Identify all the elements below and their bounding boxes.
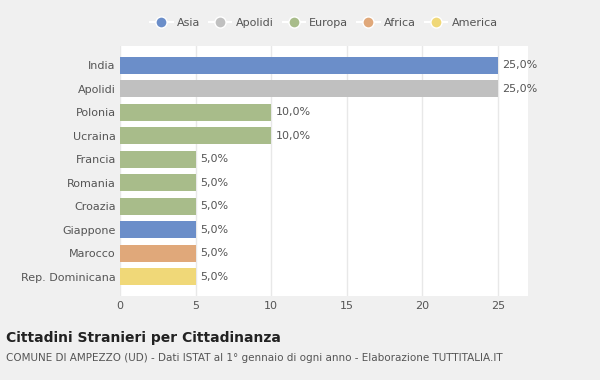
Bar — [120, 221, 196, 238]
Text: 25,0%: 25,0% — [502, 60, 538, 70]
Bar — [120, 104, 271, 121]
Bar — [120, 174, 196, 191]
Bar — [120, 81, 498, 97]
Bar — [120, 151, 196, 168]
Text: 5,0%: 5,0% — [200, 154, 228, 164]
Text: 5,0%: 5,0% — [200, 248, 228, 258]
Text: 25,0%: 25,0% — [502, 84, 538, 94]
Text: 10,0%: 10,0% — [275, 131, 311, 141]
Bar — [120, 245, 196, 261]
Text: COMUNE DI AMPEZZO (UD) - Dati ISTAT al 1° gennaio di ogni anno - Elaborazione TU: COMUNE DI AMPEZZO (UD) - Dati ISTAT al 1… — [6, 353, 503, 363]
Legend: Asia, Apolidi, Europa, Africa, America: Asia, Apolidi, Europa, Africa, America — [146, 14, 502, 32]
Text: Cittadini Stranieri per Cittadinanza: Cittadini Stranieri per Cittadinanza — [6, 331, 281, 345]
Bar — [120, 198, 196, 215]
Bar — [120, 57, 498, 74]
Text: 5,0%: 5,0% — [200, 225, 228, 234]
Bar — [120, 127, 271, 144]
Text: 5,0%: 5,0% — [200, 201, 228, 211]
Text: 10,0%: 10,0% — [275, 108, 311, 117]
Bar — [120, 268, 196, 285]
Text: 5,0%: 5,0% — [200, 272, 228, 282]
Text: 5,0%: 5,0% — [200, 178, 228, 188]
